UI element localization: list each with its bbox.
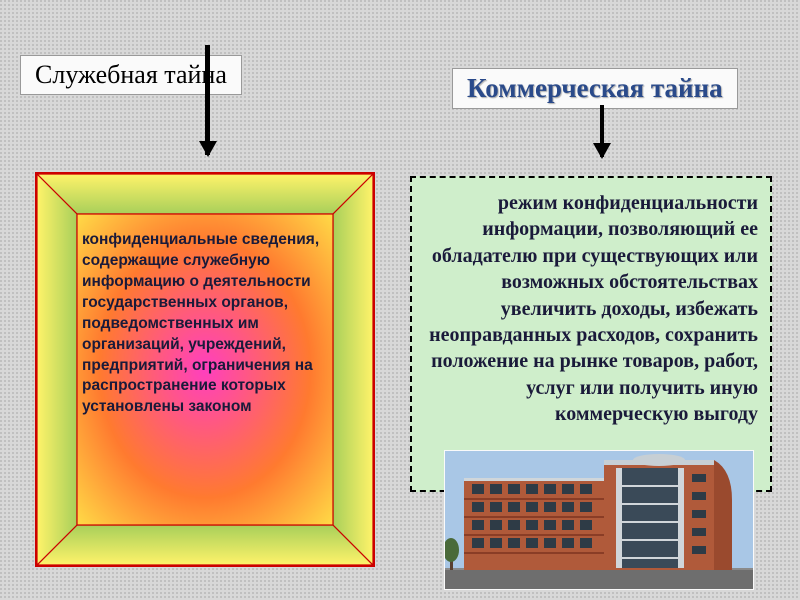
right-title: Коммерческая тайна bbox=[452, 68, 738, 109]
right-box: режим конфиденциальности информации, поз… bbox=[410, 176, 772, 492]
right-body-text: режим конфиденциальности информации, поз… bbox=[429, 192, 758, 425]
building-icon bbox=[444, 450, 754, 590]
right-arrow bbox=[600, 105, 604, 157]
left-arrow bbox=[205, 45, 210, 155]
building-image bbox=[444, 450, 754, 590]
left-body-text: конфиденциальные сведения, содержащие сл… bbox=[82, 230, 337, 418]
left-cube-container: конфиденциальные сведения, содержащие сл… bbox=[35, 172, 375, 567]
